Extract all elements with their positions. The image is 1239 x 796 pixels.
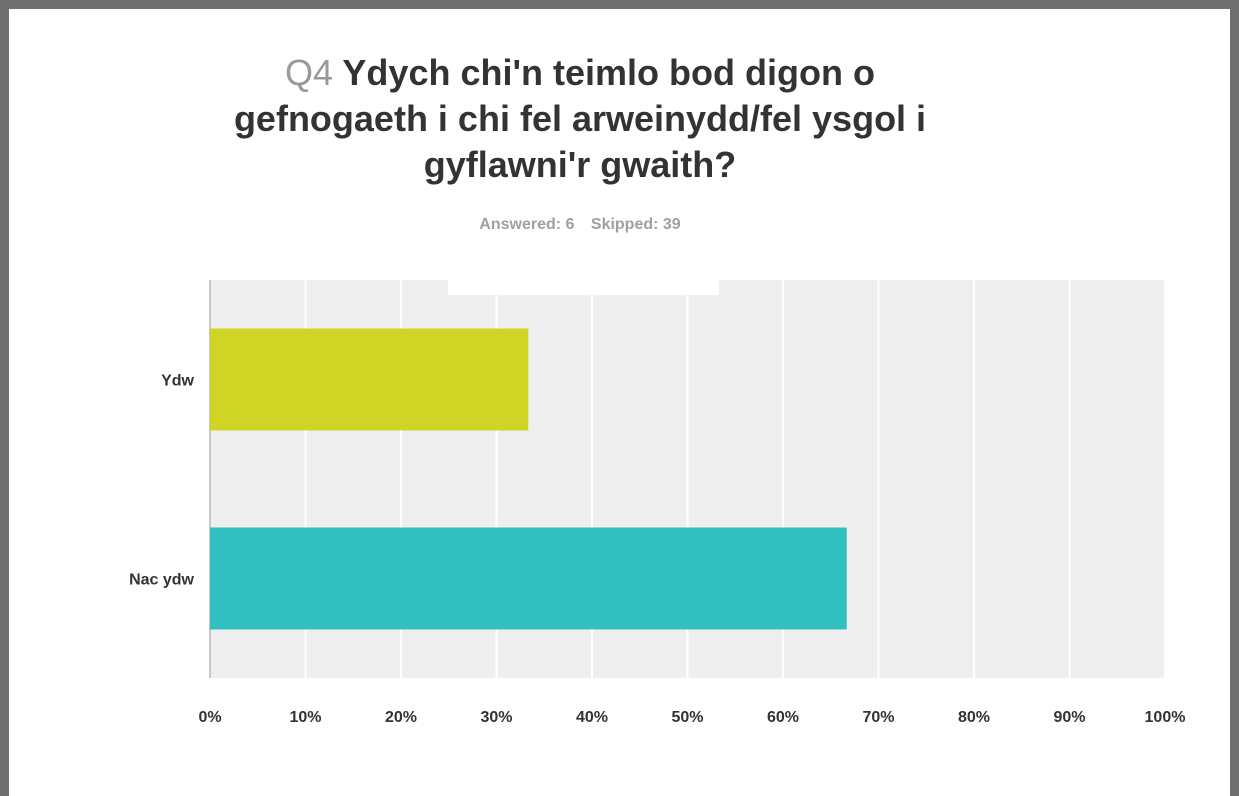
category-label: Nac ydw (129, 572, 194, 589)
chart-title: Q4 Ydych chi'n teimlo bod digon o gefnoga… (140, 50, 1020, 188)
x-tick-label: 70% (862, 709, 894, 726)
question-number: Q4 (285, 52, 334, 93)
x-tick-label: 0% (198, 709, 221, 726)
response-stats: Answered: 6 Skipped: 39 (140, 216, 1020, 234)
x-tick-label: 90% (1053, 709, 1085, 726)
x-tick-label: 100% (1145, 709, 1186, 726)
skipped-count: Skipped: 39 (590, 216, 681, 233)
x-tick-label: 20% (385, 709, 417, 726)
x-tick-label: 40% (576, 709, 608, 726)
category-label: Ydw (161, 373, 194, 390)
question-text: Ydych chi'n teimlo bod digon o gefnogaeth… (233, 52, 927, 185)
bar (210, 527, 847, 630)
x-tick-label: 30% (480, 709, 512, 726)
plot-gap (448, 280, 719, 295)
bar (210, 328, 529, 431)
x-tick-label: 10% (289, 709, 321, 726)
x-tick-label: 60% (767, 709, 799, 726)
x-tick-label: 80% (958, 709, 990, 726)
answered-count: Answered: 6 (479, 216, 575, 233)
x-tick-label: 50% (671, 709, 703, 726)
